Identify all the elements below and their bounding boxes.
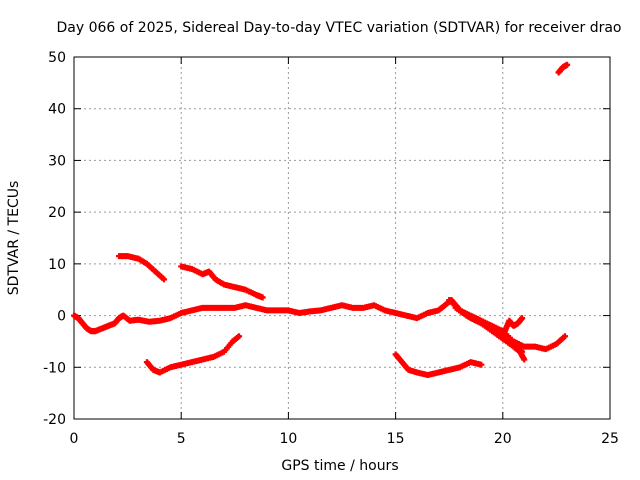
x-tick-label: 10 (279, 431, 297, 447)
x-tick-label: 5 (177, 431, 186, 447)
data-point (564, 61, 571, 68)
plot-frame (73, 56, 611, 420)
x-tick-labels: 0 5 10 15 20 25 (70, 431, 619, 447)
data-point (521, 356, 528, 363)
x-tick-label: 0 (70, 431, 79, 447)
x-axis-label: GPS time / hours (281, 458, 398, 474)
data-point (478, 361, 485, 368)
grid-lines (74, 57, 610, 419)
y-tick-label: -20 (43, 412, 66, 428)
data-series (71, 61, 571, 379)
y-tick-label: 50 (48, 50, 66, 66)
data-point (236, 333, 243, 340)
series-descending-branch-b (452, 304, 526, 355)
y-tick-label: 30 (48, 153, 66, 169)
series-spike-near-20 (501, 315, 526, 335)
y-tick-label: 0 (57, 309, 66, 325)
y-tick-label: 20 (48, 205, 66, 221)
x-tick-label: 20 (494, 431, 512, 447)
data-point (519, 348, 526, 355)
y-axis-label: SDTVAR / TECUs (6, 181, 22, 296)
series-lower-arc-15 (392, 351, 485, 379)
y-tick-labels: -20 -10 0 10 20 30 40 50 (43, 50, 66, 428)
series-upper-arc-2 (116, 253, 168, 283)
x-tick-label: 25 (601, 431, 619, 447)
y-tick-label: 40 (48, 102, 66, 118)
x-tick-label: 15 (387, 431, 405, 447)
y-tick-label: -10 (43, 360, 66, 376)
series-main-band (71, 297, 568, 353)
data-point (519, 315, 526, 322)
series-upper-arc-5 (178, 263, 266, 301)
data-point (161, 276, 168, 283)
y-tick-label: 10 (48, 257, 66, 273)
series-lower-arc-4 (143, 333, 243, 376)
axis-ticks (73, 56, 611, 420)
chart-title: Day 066 of 2025, Sidereal Day-to-day VTE… (56, 20, 621, 36)
data-point (561, 333, 568, 340)
series-top-fragment (555, 61, 571, 76)
data-point (259, 294, 266, 301)
